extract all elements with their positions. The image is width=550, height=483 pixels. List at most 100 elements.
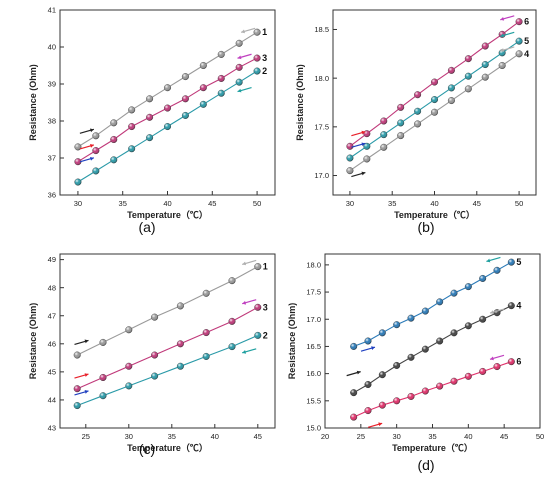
data-point-shade [407,354,415,361]
series-label: 1 [262,27,267,37]
arrow-head [89,144,94,148]
data-point-shade [228,343,236,350]
y-tick-label: 44 [48,396,56,405]
y-tick-label: 41 [48,6,56,15]
data-point-shade [508,302,515,309]
data-point-shade [431,96,438,103]
series-label: 5 [516,257,521,267]
data-point-shade [177,362,184,370]
x-tick-label: 30 [346,199,354,208]
data-point-shade [164,104,171,112]
y-tick-label: 46 [48,339,56,348]
data-point-shade [73,385,81,393]
y-tick-label: 37 [48,154,56,163]
data-point-shade [99,339,107,346]
data-point-shade [128,106,135,114]
data-point-shade [200,62,207,69]
y-tick-label: 16.0 [306,369,321,378]
data-point-shade [177,340,184,348]
data-point-shade [436,337,443,345]
series-line [353,261,512,347]
arrow-head [237,88,242,93]
data-point-shade [393,362,400,369]
x-tick-label: 35 [119,199,127,208]
y-tick-label: 36 [48,191,56,200]
series-label: 3 [262,53,267,63]
data-point-shade [99,374,107,381]
data-point-shade [422,307,429,315]
series-label: 4 [516,301,521,311]
arrow-head [242,261,247,266]
panel-label: (b) [417,219,434,235]
data-point-shade [414,120,421,128]
data-point-shade [515,18,523,25]
data-point-shade [346,167,354,174]
data-point-shade [128,123,135,130]
series-label: 5 [524,36,529,46]
series-3: 3 [73,299,268,393]
panel-c: 25 30 35 40 45 43 44 45 46 47 48 49 Temperature（℃） Re… [28,253,276,457]
data-point-shade [235,64,243,71]
data-point-shade [436,382,443,390]
data-point-shade [493,267,501,274]
data-point-shade [99,392,107,400]
data-point-shade [151,313,158,321]
arrow-head [242,300,247,305]
data-point-shade [110,156,118,164]
series-5: 5 [350,256,521,352]
data-point-shade [74,158,82,165]
data-point-shade [364,407,372,414]
x-tick-label: 50 [536,432,544,441]
x-axis-title: Temperature（℃） [394,210,475,220]
y-tick-label: 18.0 [314,74,329,83]
data-point-shade [393,321,400,328]
data-point-shade [182,112,189,119]
x-tick-label: 25 [82,432,90,441]
data-point-shade [110,119,118,127]
series-6: 6 [346,15,529,150]
x-tick-label: 30 [74,199,82,208]
data-point-shade [110,136,118,143]
data-point-shade [465,373,472,380]
arrow-head [356,370,361,375]
arrow-head [361,171,366,176]
x-tick-label: 45 [473,199,481,208]
panel-label: (c) [139,441,155,457]
y-tick-label: 17.0 [314,171,329,180]
data-point-shade [200,84,207,91]
arrow-head [361,130,366,135]
series-label: 1 [263,262,268,272]
series-3: 3 [74,53,267,166]
x-tick-label: 25 [357,432,365,441]
data-point-shade [254,304,262,311]
arrow-head [500,16,505,21]
arrow-head [378,422,383,427]
arrow-head [500,48,505,52]
series-label: 2 [263,330,268,340]
data-point-shade [235,78,243,86]
data-point-shade [380,143,388,151]
data-point-shade [202,353,210,360]
data-point-shade [364,337,372,345]
data-point-shade [450,377,458,385]
series-line [353,361,512,418]
x-tick-label: 35 [428,432,436,441]
y-tick-label: 45 [48,367,56,376]
data-point-shade [407,393,415,400]
plot-frame [59,9,276,196]
data-point-shade [397,119,404,127]
data-point-shade [346,154,354,162]
data-point-shade [397,104,404,111]
arrow-head [486,258,491,263]
data-point-shade [493,363,501,370]
x-axis-title: Temperature（℃） [127,443,208,453]
x-axis-title: Temperature（℃） [392,443,473,453]
data-point-shade [182,73,189,80]
data-point-shade [481,73,489,81]
data-point-shade [177,302,184,310]
series-label: 4 [524,49,529,59]
data-point-shade [200,101,207,108]
data-point-shade [346,143,354,150]
data-point-shade [450,329,458,337]
